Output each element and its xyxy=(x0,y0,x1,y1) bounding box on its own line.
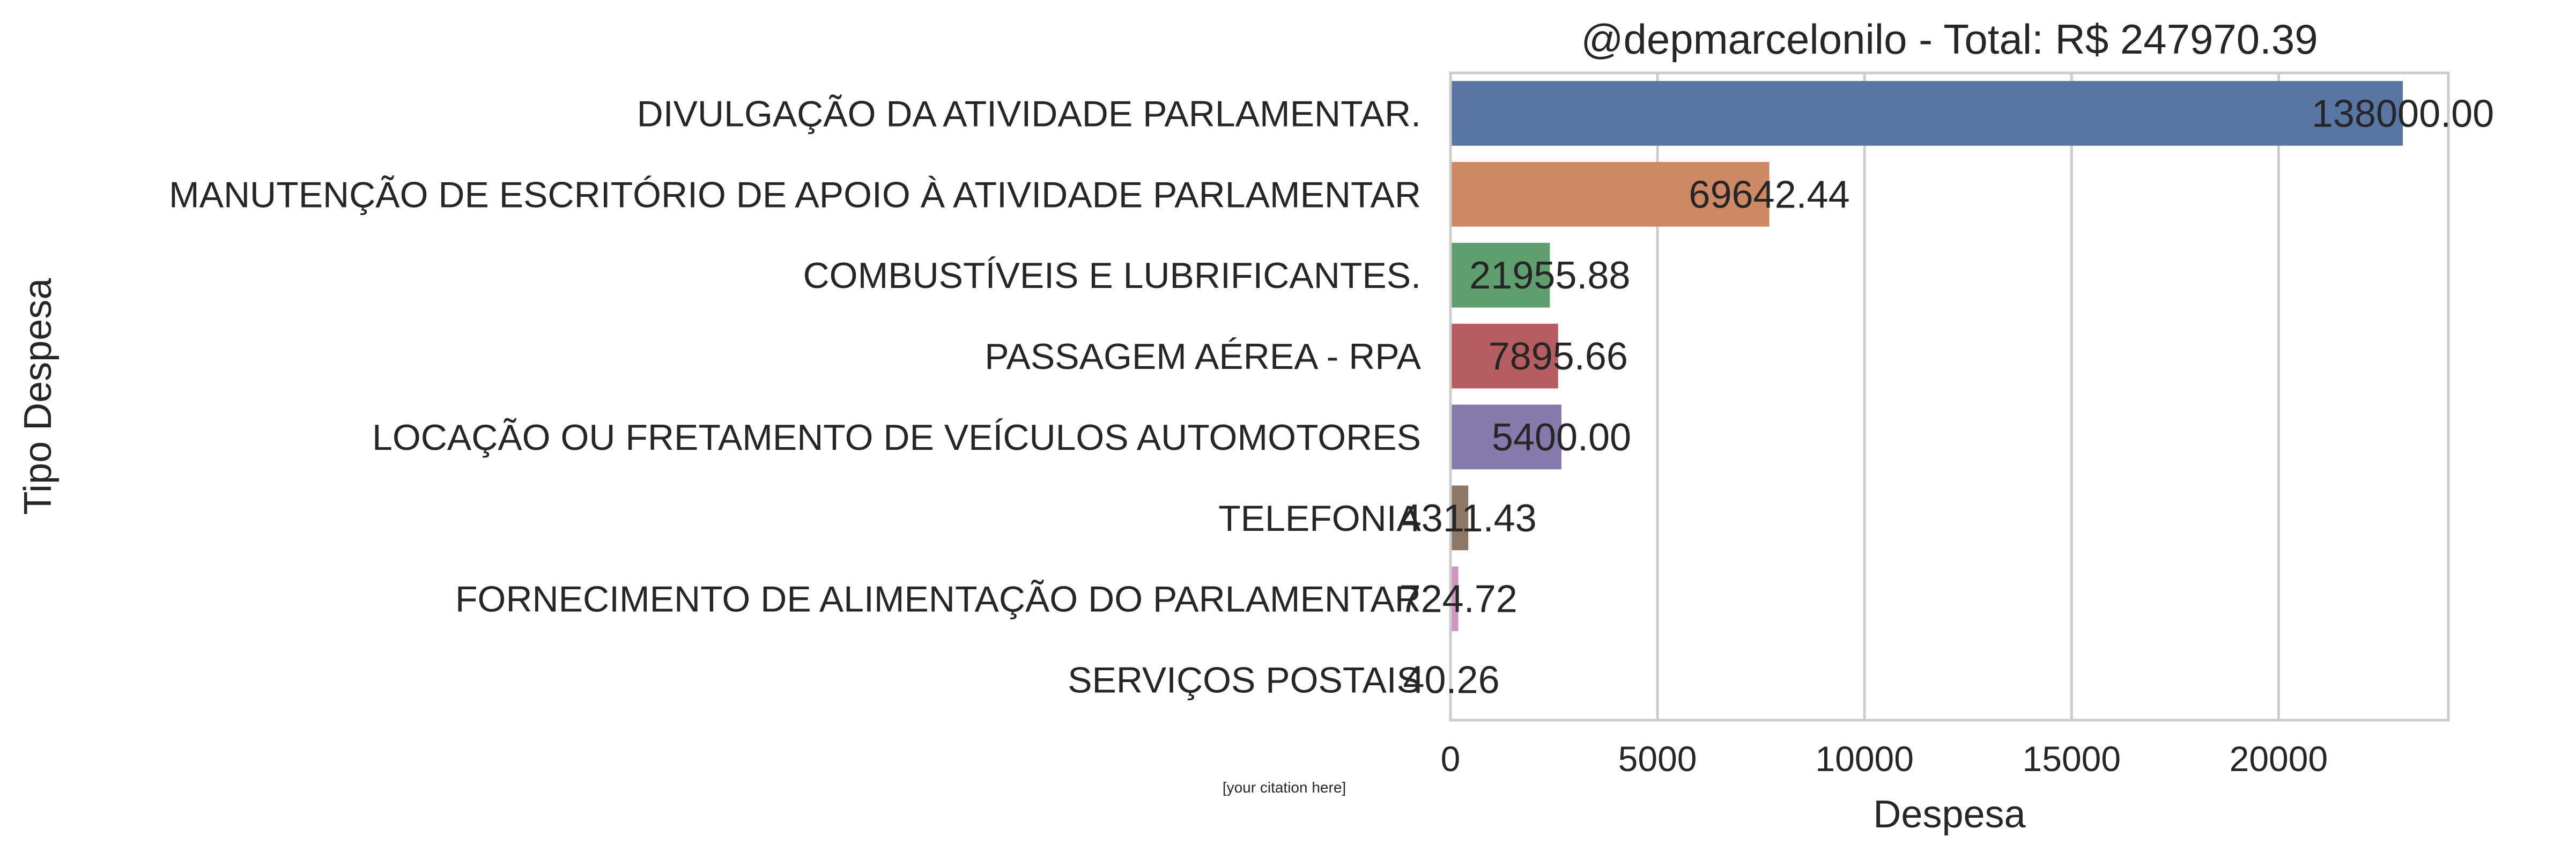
value-label: 4311.43 xyxy=(1400,497,1537,540)
bars xyxy=(1450,81,2403,712)
bar xyxy=(1450,242,1550,308)
plot-frame xyxy=(1449,71,2450,722)
value-label: 724.72 xyxy=(1400,578,1518,621)
value-label: 7895.66 xyxy=(1489,335,1628,378)
category-label: MANUTENÇÃO DE ESCRITÓRIO DE APOIO À ATIV… xyxy=(169,174,1421,215)
bar xyxy=(1450,485,1469,551)
x-axis-label: Despesa xyxy=(1873,793,2026,836)
category-label: COMBUSTÍVEIS E LUBRIFICANTES. xyxy=(803,255,1421,296)
value-label: 40.26 xyxy=(1403,659,1499,702)
category-label: LOCAÇÃO OU FRETAMENTO DE VEÍCULOS AUTOMO… xyxy=(372,417,1421,458)
category-label: PASSAGEM AÉREA - RPA xyxy=(984,336,1421,377)
chart-title: @depmarcelonilo - Total: R$ 247970.39 xyxy=(1581,16,2318,63)
value-label: 69642.44 xyxy=(1689,173,1849,216)
bar xyxy=(1450,404,1561,470)
category-label: SERVIÇOS POSTAIS xyxy=(1068,660,1421,701)
value-label: 21955.88 xyxy=(1469,254,1630,297)
bar xyxy=(1450,161,1770,227)
x-tick-label: 15000 xyxy=(2023,739,2121,779)
y-axis-label: Tipo Despesa xyxy=(17,278,60,515)
value-label: 138000.00 xyxy=(2312,92,2494,135)
value-labels: 138000.00 69642.44 21955.88 7895.66 5400.00 4… xyxy=(1400,92,2494,701)
category-labels: DIVULGAÇÃO DA ATIVIDADE PARLAMENTAR. MANU… xyxy=(169,93,1422,700)
citation-text: [your citation here] xyxy=(1223,779,1346,796)
x-tick-labels: 0 5000 10000 15000 20000 xyxy=(1441,739,2328,779)
value-label: 5400.00 xyxy=(1492,416,1631,459)
x-tick-label: 10000 xyxy=(1815,739,1914,779)
bar xyxy=(1450,81,2403,146)
x-tick-label: 0 xyxy=(1441,739,1461,779)
x-tick-label: 20000 xyxy=(2230,739,2328,779)
category-label: FORNECIMENTO DE ALIMENTAÇÃO DO PARLAMENT… xyxy=(455,579,1421,620)
x-tick-label: 5000 xyxy=(1618,739,1697,779)
category-label: DIVULGAÇÃO DA ATIVIDADE PARLAMENTAR. xyxy=(637,93,1421,134)
category-label: TELEFONIA xyxy=(1218,498,1421,539)
bar xyxy=(1450,566,1459,632)
bar xyxy=(1450,323,1558,389)
